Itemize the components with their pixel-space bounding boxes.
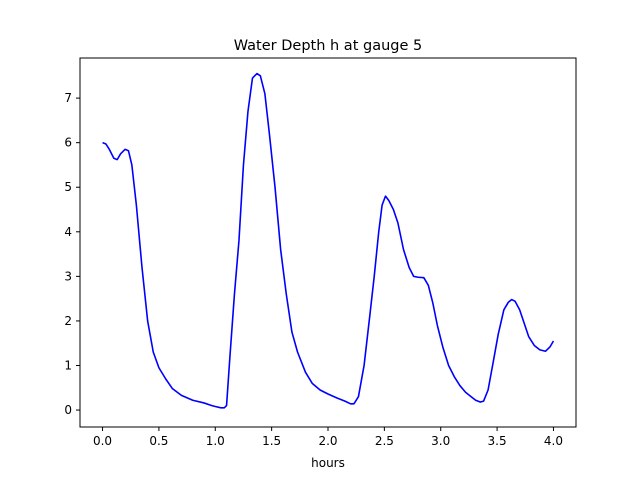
x-tick-label: 1.0 xyxy=(206,434,225,448)
x-tick-label: 2.5 xyxy=(375,434,394,448)
y-tick-label: 4 xyxy=(64,225,72,239)
axes-frame xyxy=(79,57,577,428)
x-tick-label: 0.0 xyxy=(93,434,112,448)
x-tick-label: 3.5 xyxy=(488,434,507,448)
chart-title: Water Depth h at gauge 5 xyxy=(234,38,422,54)
x-tick-label: 2.0 xyxy=(318,434,337,448)
x-axis-label: hours xyxy=(311,456,345,470)
plot-area xyxy=(102,72,555,409)
y-tick-label: 0 xyxy=(64,403,72,417)
y-tick-label: 7 xyxy=(64,91,72,105)
y-tick-label: 3 xyxy=(64,269,72,283)
y-tick-label: 5 xyxy=(64,180,72,194)
series-line-0 xyxy=(102,72,555,409)
y-axis: 0 1 2 3 4 5 6 7 xyxy=(64,91,80,417)
x-tick-label: 4.0 xyxy=(544,434,563,448)
x-tick-label: 1.5 xyxy=(262,434,281,448)
y-tick-label: 2 xyxy=(64,314,72,328)
x-tick-label: 3.0 xyxy=(431,434,450,448)
x-tick-label: 0.5 xyxy=(149,434,168,448)
x-axis: 0.0 0.5 1.0 1.5 2.0 2.5 3.0 3.5 4.0 xyxy=(93,427,563,448)
y-tick-label: 6 xyxy=(64,136,72,150)
y-tick-label: 1 xyxy=(64,359,72,373)
